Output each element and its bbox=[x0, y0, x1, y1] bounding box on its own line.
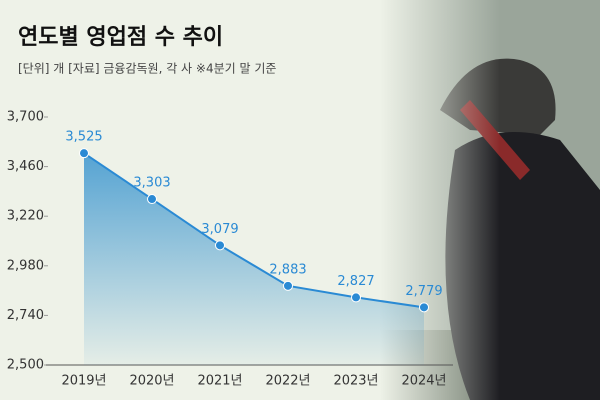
chart-subtitle: [단위] 개 [자료] 금융감독원, 각 사 ※4분기 말 기준 bbox=[18, 62, 276, 76]
value-label: 2,779 bbox=[405, 284, 442, 299]
background-photo bbox=[380, 0, 600, 400]
x-tick-label: 2021년 bbox=[197, 374, 242, 389]
line bbox=[83, 152, 425, 309]
chart-title: 연도별 영업점 수 추이 bbox=[18, 25, 223, 50]
x-tick-label: 2022년 bbox=[265, 374, 310, 389]
value-label: 3,303 bbox=[133, 176, 170, 191]
x-tick-label: 2020년 bbox=[129, 374, 174, 389]
point bbox=[215, 240, 225, 251]
area bbox=[84, 153, 424, 365]
y-tick-label: 2,500 bbox=[7, 358, 44, 373]
x-tick-label: 2019년 bbox=[61, 374, 106, 389]
point bbox=[351, 292, 361, 303]
y-tick-label: 2,980 bbox=[7, 258, 44, 273]
value-label: 3,079 bbox=[201, 222, 238, 237]
y-tick-label: 3,220 bbox=[7, 209, 44, 224]
point bbox=[283, 280, 293, 291]
point bbox=[79, 148, 89, 159]
y-tick-label: 2,740 bbox=[7, 308, 44, 323]
y-tick-label: 3,460 bbox=[7, 159, 44, 174]
x-tick-label: 2024년 bbox=[401, 374, 446, 389]
value-label: 2,827 bbox=[337, 274, 374, 289]
point bbox=[419, 302, 429, 313]
x-tick-label: 2023년 bbox=[333, 374, 378, 389]
value-label: 3,525 bbox=[65, 130, 102, 145]
point bbox=[147, 194, 157, 205]
y-tick-label: 3,700 bbox=[7, 110, 44, 125]
value-label: 2,883 bbox=[269, 262, 306, 277]
